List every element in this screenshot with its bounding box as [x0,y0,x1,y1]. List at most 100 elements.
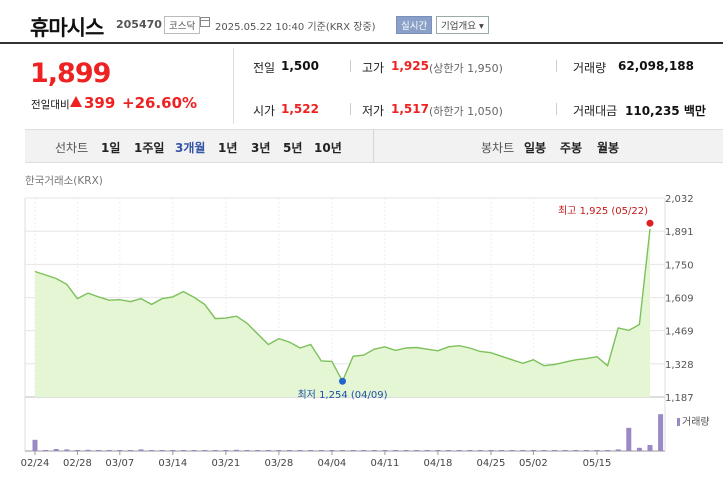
min-point [339,377,346,385]
volume-bar [361,450,367,451]
period-1y[interactable]: 1년 [218,141,238,155]
volume-bar [605,450,611,451]
candle-daily[interactable]: 일봉 [524,141,547,155]
volume-bar [180,450,186,451]
volume-bar [350,450,356,451]
x-tick-label: 04/18 [424,458,453,469]
timestamp: 2025.05.22 10:40 기준(KRX 장중) [215,22,376,33]
change-rate: +26.60% [122,94,198,112]
company-overview-dropdown[interactable]: 기업개요 ▾ [436,16,489,34]
data-source: 한국거래소(KRX) [25,175,103,187]
toolbar-divider [373,130,374,162]
x-tick-label: 02/24 [21,458,50,469]
volume-bar [96,450,102,451]
period-5y[interactable]: 5년 [283,141,303,155]
volume-bar [149,450,155,451]
volume-bar [393,450,399,451]
volume-bar [509,450,515,451]
open-value: 1,522 [281,102,319,116]
candle-monthly[interactable]: 월봉 [597,141,620,155]
divider [350,60,351,72]
volume-bar [446,450,452,451]
low-label: 저가 [362,104,385,118]
volume-bar [318,450,324,451]
y-tick-label: 1,187 [665,393,694,404]
volume-legend-swatch [677,418,680,426]
y-tick-label: 1,891 [665,227,694,238]
y-tick-label: 1,469 [665,327,694,338]
high-label: 고가 [362,61,385,75]
volume-bar [32,439,38,451]
volume-bar [74,450,80,451]
amount-label: 거래대금 [573,104,618,118]
volume-bar [414,450,420,451]
volume-bar [435,450,441,451]
volume-bar [424,450,430,451]
upper-limit: (상한가 1,950) [429,62,503,75]
open-label: 시가 [253,104,276,118]
x-tick-label: 03/14 [158,458,187,469]
volume-bar [202,450,208,451]
volume-bar [340,450,345,451]
divider [556,103,557,115]
volume-bar [286,450,292,451]
volume-bar [647,445,653,451]
low-value: 1,517 [391,102,429,116]
period-10y[interactable]: 10년 [314,141,342,155]
volume-label: 거래량 [573,61,607,75]
y-tick-label: 1,750 [665,260,694,271]
volume-bar [371,450,377,451]
min-label: 최저 1,254 (04/09) [297,389,387,401]
volume-bar [244,450,250,451]
x-tick-label: 03/28 [264,458,293,469]
volume-bar [403,450,409,451]
x-tick-label: 04/11 [370,458,399,469]
volume-bar [456,450,462,451]
market-badge: 코스닥 [164,16,201,34]
chart-toolbar: 선차트 1일 1주일 3개월 1년 3년 5년 10년 봉차트 일봉 주봉 월봉 [25,129,723,163]
period-1w[interactable]: 1주일 [134,141,165,155]
volume-bar [573,450,579,451]
volume-bar [594,450,600,451]
volume-bar [159,450,165,451]
x-tick-label: 03/21 [211,458,240,469]
max-point [646,219,654,227]
max-label: 최고 1,925 (05/22) [558,205,648,217]
volume-bar [191,450,197,451]
y-tick-label: 1,609 [665,294,694,305]
volume-bar [170,450,176,451]
volume-bar [488,450,494,451]
volume-bar [233,449,239,451]
realtime-button[interactable]: 실시간 [396,16,433,34]
current-price: 1,899 [30,58,111,89]
volume-bar [43,450,49,451]
header-divider [0,42,723,44]
divider [556,60,557,72]
candle-chart-label: 봉차트 [481,141,515,155]
candle-weekly[interactable]: 주봉 [560,141,583,155]
volume-bar [53,449,59,451]
volume-bar [467,450,473,451]
volume-bar [541,450,547,451]
period-3m[interactable]: 3개월 [175,141,206,155]
line-chart-label: 선차트 [55,141,89,155]
prev-close-label: 전일 [253,61,276,75]
divider [350,103,351,115]
volume-bar [106,450,112,451]
y-tick-label: 2,032 [665,194,694,205]
volume-bar [562,450,568,451]
period-1d[interactable]: 1일 [101,141,121,155]
x-tick-label: 04/25 [477,458,506,469]
volume-bar [117,450,123,451]
x-tick-label: 03/07 [105,458,134,469]
volume-bar [265,450,271,451]
y-tick-label: 1,328 [665,360,694,371]
volume-bar [520,450,526,451]
volume-bar [85,449,91,451]
volume-bar [658,414,664,451]
amount-value: 110,235 백만 [625,104,706,118]
volume-bar [626,427,632,451]
period-3y[interactable]: 3년 [251,141,271,155]
volume-bar [223,450,229,451]
